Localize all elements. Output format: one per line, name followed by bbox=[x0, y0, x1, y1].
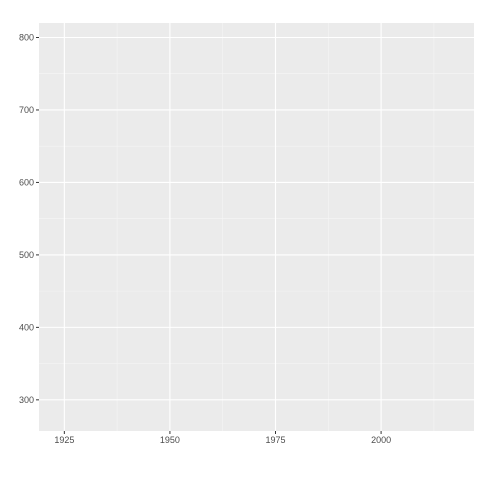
y-tick-label: 600 bbox=[19, 177, 34, 187]
major-gridlines bbox=[39, 23, 474, 431]
x-tick-label: 1975 bbox=[265, 435, 285, 445]
y-tick-label: 300 bbox=[19, 395, 34, 405]
plot-panel bbox=[39, 23, 474, 431]
y-tick-label: 700 bbox=[19, 105, 34, 115]
y-tick-label: 800 bbox=[19, 32, 34, 42]
y-tick-label: 500 bbox=[19, 250, 34, 260]
minor-gridlines bbox=[39, 23, 474, 431]
x-tick-label: 1925 bbox=[54, 435, 74, 445]
x-axis: 1925 1950 1975 2000 bbox=[54, 431, 391, 445]
y-axis: 300 400 500 600 700 800 bbox=[19, 32, 39, 405]
x-tick-label: 1950 bbox=[160, 435, 180, 445]
x-tick-label: 2000 bbox=[371, 435, 391, 445]
y-tick-label: 400 bbox=[19, 322, 34, 332]
